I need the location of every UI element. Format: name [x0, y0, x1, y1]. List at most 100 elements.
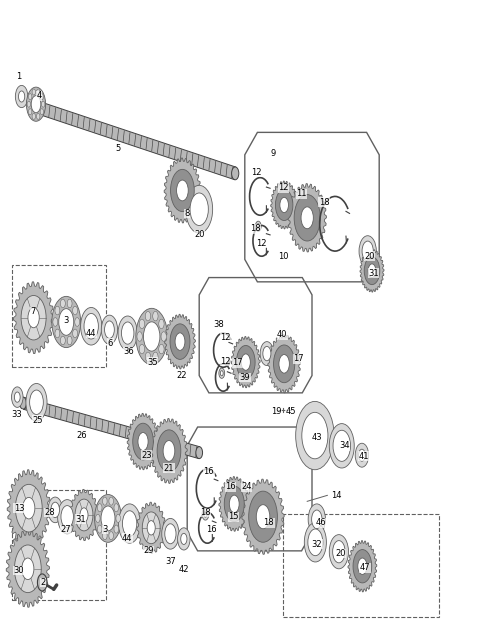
- Polygon shape: [7, 470, 50, 547]
- Text: 17: 17: [293, 354, 304, 363]
- Circle shape: [228, 492, 241, 516]
- Text: 15: 15: [228, 512, 239, 521]
- Circle shape: [274, 345, 295, 383]
- Circle shape: [31, 95, 41, 112]
- Circle shape: [255, 221, 261, 231]
- Text: 21: 21: [164, 463, 174, 473]
- Circle shape: [32, 89, 36, 95]
- Circle shape: [37, 574, 47, 591]
- Circle shape: [276, 190, 293, 221]
- Polygon shape: [271, 181, 298, 229]
- Text: 35: 35: [147, 358, 158, 367]
- Circle shape: [72, 307, 77, 315]
- Circle shape: [162, 518, 179, 549]
- Polygon shape: [40, 102, 236, 179]
- Text: 26: 26: [76, 431, 87, 440]
- Circle shape: [14, 545, 41, 593]
- Text: 22: 22: [176, 371, 187, 380]
- Text: 47: 47: [360, 564, 370, 573]
- Polygon shape: [360, 250, 384, 292]
- Polygon shape: [6, 530, 49, 607]
- Text: 18: 18: [319, 198, 329, 207]
- Text: 38: 38: [213, 320, 224, 329]
- Text: 16: 16: [204, 467, 214, 476]
- Circle shape: [15, 484, 42, 532]
- Circle shape: [279, 355, 289, 373]
- Circle shape: [121, 322, 134, 344]
- Circle shape: [231, 167, 239, 179]
- Circle shape: [116, 514, 120, 523]
- Circle shape: [224, 486, 244, 521]
- Text: 28: 28: [45, 508, 55, 517]
- Circle shape: [119, 504, 141, 543]
- Polygon shape: [13, 282, 54, 353]
- Circle shape: [114, 504, 119, 512]
- Circle shape: [144, 322, 160, 351]
- Text: 44: 44: [86, 329, 96, 337]
- Circle shape: [165, 524, 176, 544]
- Circle shape: [133, 423, 153, 460]
- Text: 12: 12: [278, 183, 288, 192]
- Circle shape: [55, 307, 60, 315]
- Circle shape: [28, 94, 32, 100]
- Circle shape: [175, 333, 185, 350]
- Polygon shape: [165, 314, 195, 369]
- Polygon shape: [268, 335, 300, 393]
- Text: 23: 23: [141, 451, 152, 459]
- Text: 24: 24: [241, 482, 252, 491]
- Text: 12: 12: [220, 333, 231, 342]
- Text: 5: 5: [115, 144, 120, 153]
- Text: 25: 25: [32, 416, 43, 425]
- Bar: [12, 490, 106, 600]
- Text: 3: 3: [102, 525, 108, 534]
- Polygon shape: [288, 184, 326, 252]
- Text: 31: 31: [75, 515, 86, 524]
- Circle shape: [139, 319, 144, 329]
- Circle shape: [333, 430, 350, 461]
- Circle shape: [249, 491, 277, 542]
- Text: 8: 8: [184, 209, 190, 218]
- Bar: [12, 265, 106, 367]
- Circle shape: [145, 312, 151, 321]
- Circle shape: [81, 307, 102, 345]
- Circle shape: [95, 494, 121, 542]
- Text: 45: 45: [285, 407, 296, 416]
- Circle shape: [105, 321, 114, 338]
- Circle shape: [301, 207, 313, 229]
- Circle shape: [190, 193, 208, 226]
- Circle shape: [362, 241, 373, 261]
- Circle shape: [55, 329, 60, 337]
- Text: 46: 46: [315, 518, 326, 527]
- Circle shape: [147, 521, 155, 535]
- Text: 36: 36: [123, 348, 134, 356]
- Circle shape: [26, 384, 47, 421]
- Circle shape: [256, 505, 270, 529]
- Text: 3: 3: [63, 316, 69, 325]
- Circle shape: [97, 504, 102, 512]
- Circle shape: [109, 532, 113, 540]
- Text: 4: 4: [37, 91, 42, 100]
- Circle shape: [53, 318, 58, 326]
- Circle shape: [170, 169, 194, 212]
- Circle shape: [72, 329, 77, 337]
- Circle shape: [302, 412, 328, 459]
- Circle shape: [14, 392, 20, 402]
- Circle shape: [60, 336, 65, 345]
- Circle shape: [368, 264, 376, 277]
- Circle shape: [114, 525, 119, 533]
- Circle shape: [32, 113, 36, 119]
- Circle shape: [136, 308, 168, 365]
- Circle shape: [260, 342, 274, 365]
- Circle shape: [103, 497, 107, 505]
- Circle shape: [157, 430, 181, 472]
- Text: 32: 32: [312, 540, 322, 549]
- Text: 12: 12: [256, 239, 267, 248]
- Circle shape: [23, 497, 35, 519]
- Text: 19: 19: [271, 407, 281, 416]
- Circle shape: [61, 506, 73, 528]
- Circle shape: [196, 447, 203, 459]
- Text: 13: 13: [14, 504, 24, 513]
- Text: 16: 16: [225, 482, 236, 491]
- Text: 44: 44: [122, 533, 132, 542]
- Circle shape: [75, 318, 80, 326]
